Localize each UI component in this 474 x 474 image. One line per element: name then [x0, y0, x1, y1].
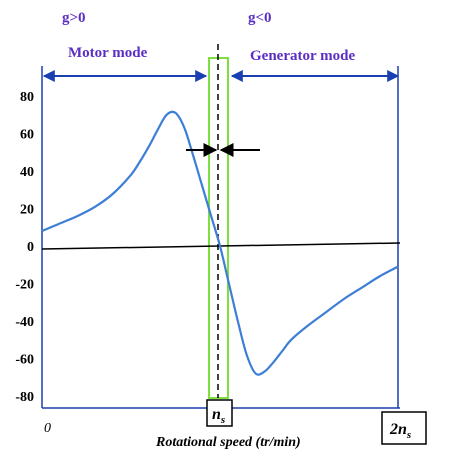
x-origin-label: 0 [44, 421, 51, 436]
right-sign-label: g<0 [248, 10, 272, 26]
left-sign-label: g>0 [62, 10, 86, 26]
motor-mode-label: Motor mode [68, 45, 148, 61]
ns-label: ns [212, 406, 225, 426]
generator-mode-label: Generator mode [250, 48, 355, 64]
two-ns-label: 2ns [389, 421, 411, 441]
y-tick-label: -40 [15, 315, 34, 330]
y-tick-label: 60 [20, 128, 34, 143]
x-axis-label: Rotational speed (tr/min) [155, 435, 301, 450]
y-tick-label: -20 [15, 278, 34, 293]
y-tick-label: 80 [20, 90, 34, 105]
torque-curve [41, 110, 399, 376]
y-tick-label: 0 [27, 240, 34, 255]
y-tick-label: -80 [15, 390, 34, 405]
two-ns-box [381, 411, 427, 445]
y-tick-label: 20 [20, 203, 34, 218]
y-tick-label: -60 [15, 353, 34, 368]
y-tick-label: 40 [20, 165, 34, 180]
y-tick-labels: 80 60 40 20 0 -20 -40 -60 -80 [15, 90, 34, 405]
ns-box [206, 399, 233, 427]
